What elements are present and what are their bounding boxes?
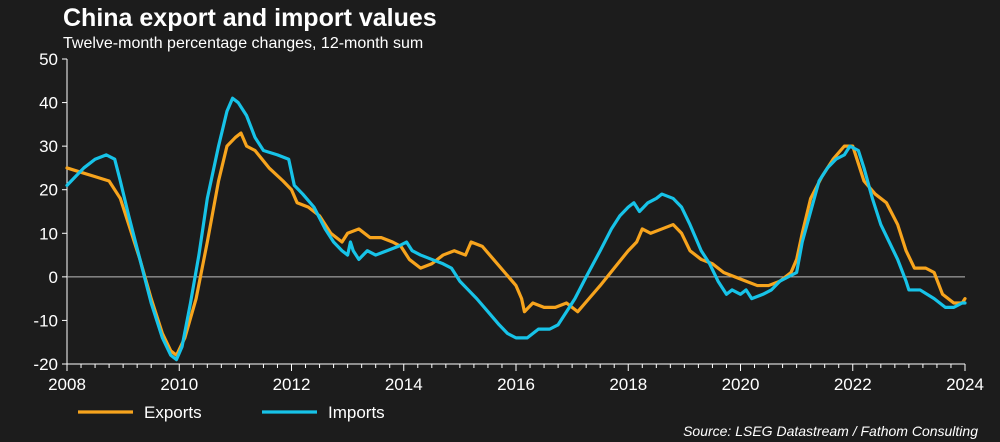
x-tick-label: 2012 xyxy=(273,375,311,394)
series-lines xyxy=(65,96,967,362)
x-tick-label: 2014 xyxy=(385,375,423,394)
x-tick-label: 2018 xyxy=(609,375,647,394)
x-tick-label: 2008 xyxy=(48,375,86,394)
y-tick-label: -20 xyxy=(33,355,58,374)
legend-label-imports: Imports xyxy=(328,403,385,422)
y-tick-label: 10 xyxy=(39,224,58,243)
y-tick-label: 30 xyxy=(39,137,58,156)
y-tick-label: 0 xyxy=(49,268,58,287)
x-tick-label: 2022 xyxy=(834,375,872,394)
x-tick-label: 2024 xyxy=(946,375,984,394)
y-tick-label: -10 xyxy=(33,311,58,330)
y-tick-label: 20 xyxy=(39,181,58,200)
chart-subtitle: Twelve-month percentage changes, 12-mont… xyxy=(63,35,424,52)
imports-series-line xyxy=(65,96,967,362)
y-tick-label: 50 xyxy=(39,50,58,69)
axes: -20 -10 0 10 20 30 40 50 2008 2010 2012 2014 2016 201… xyxy=(33,50,983,394)
y-tick-label: 40 xyxy=(39,94,58,113)
chart-title: China export and import values xyxy=(63,4,437,32)
source-note: Source: LSEG Datastream / Fathom Consult… xyxy=(683,423,978,439)
x-tick-label: 2020 xyxy=(722,375,760,394)
legend: Exports Imports xyxy=(78,403,385,422)
x-tick-label: 2010 xyxy=(160,375,198,394)
x-tick-label: 2016 xyxy=(497,375,535,394)
legend-label-exports: Exports xyxy=(144,403,202,422)
